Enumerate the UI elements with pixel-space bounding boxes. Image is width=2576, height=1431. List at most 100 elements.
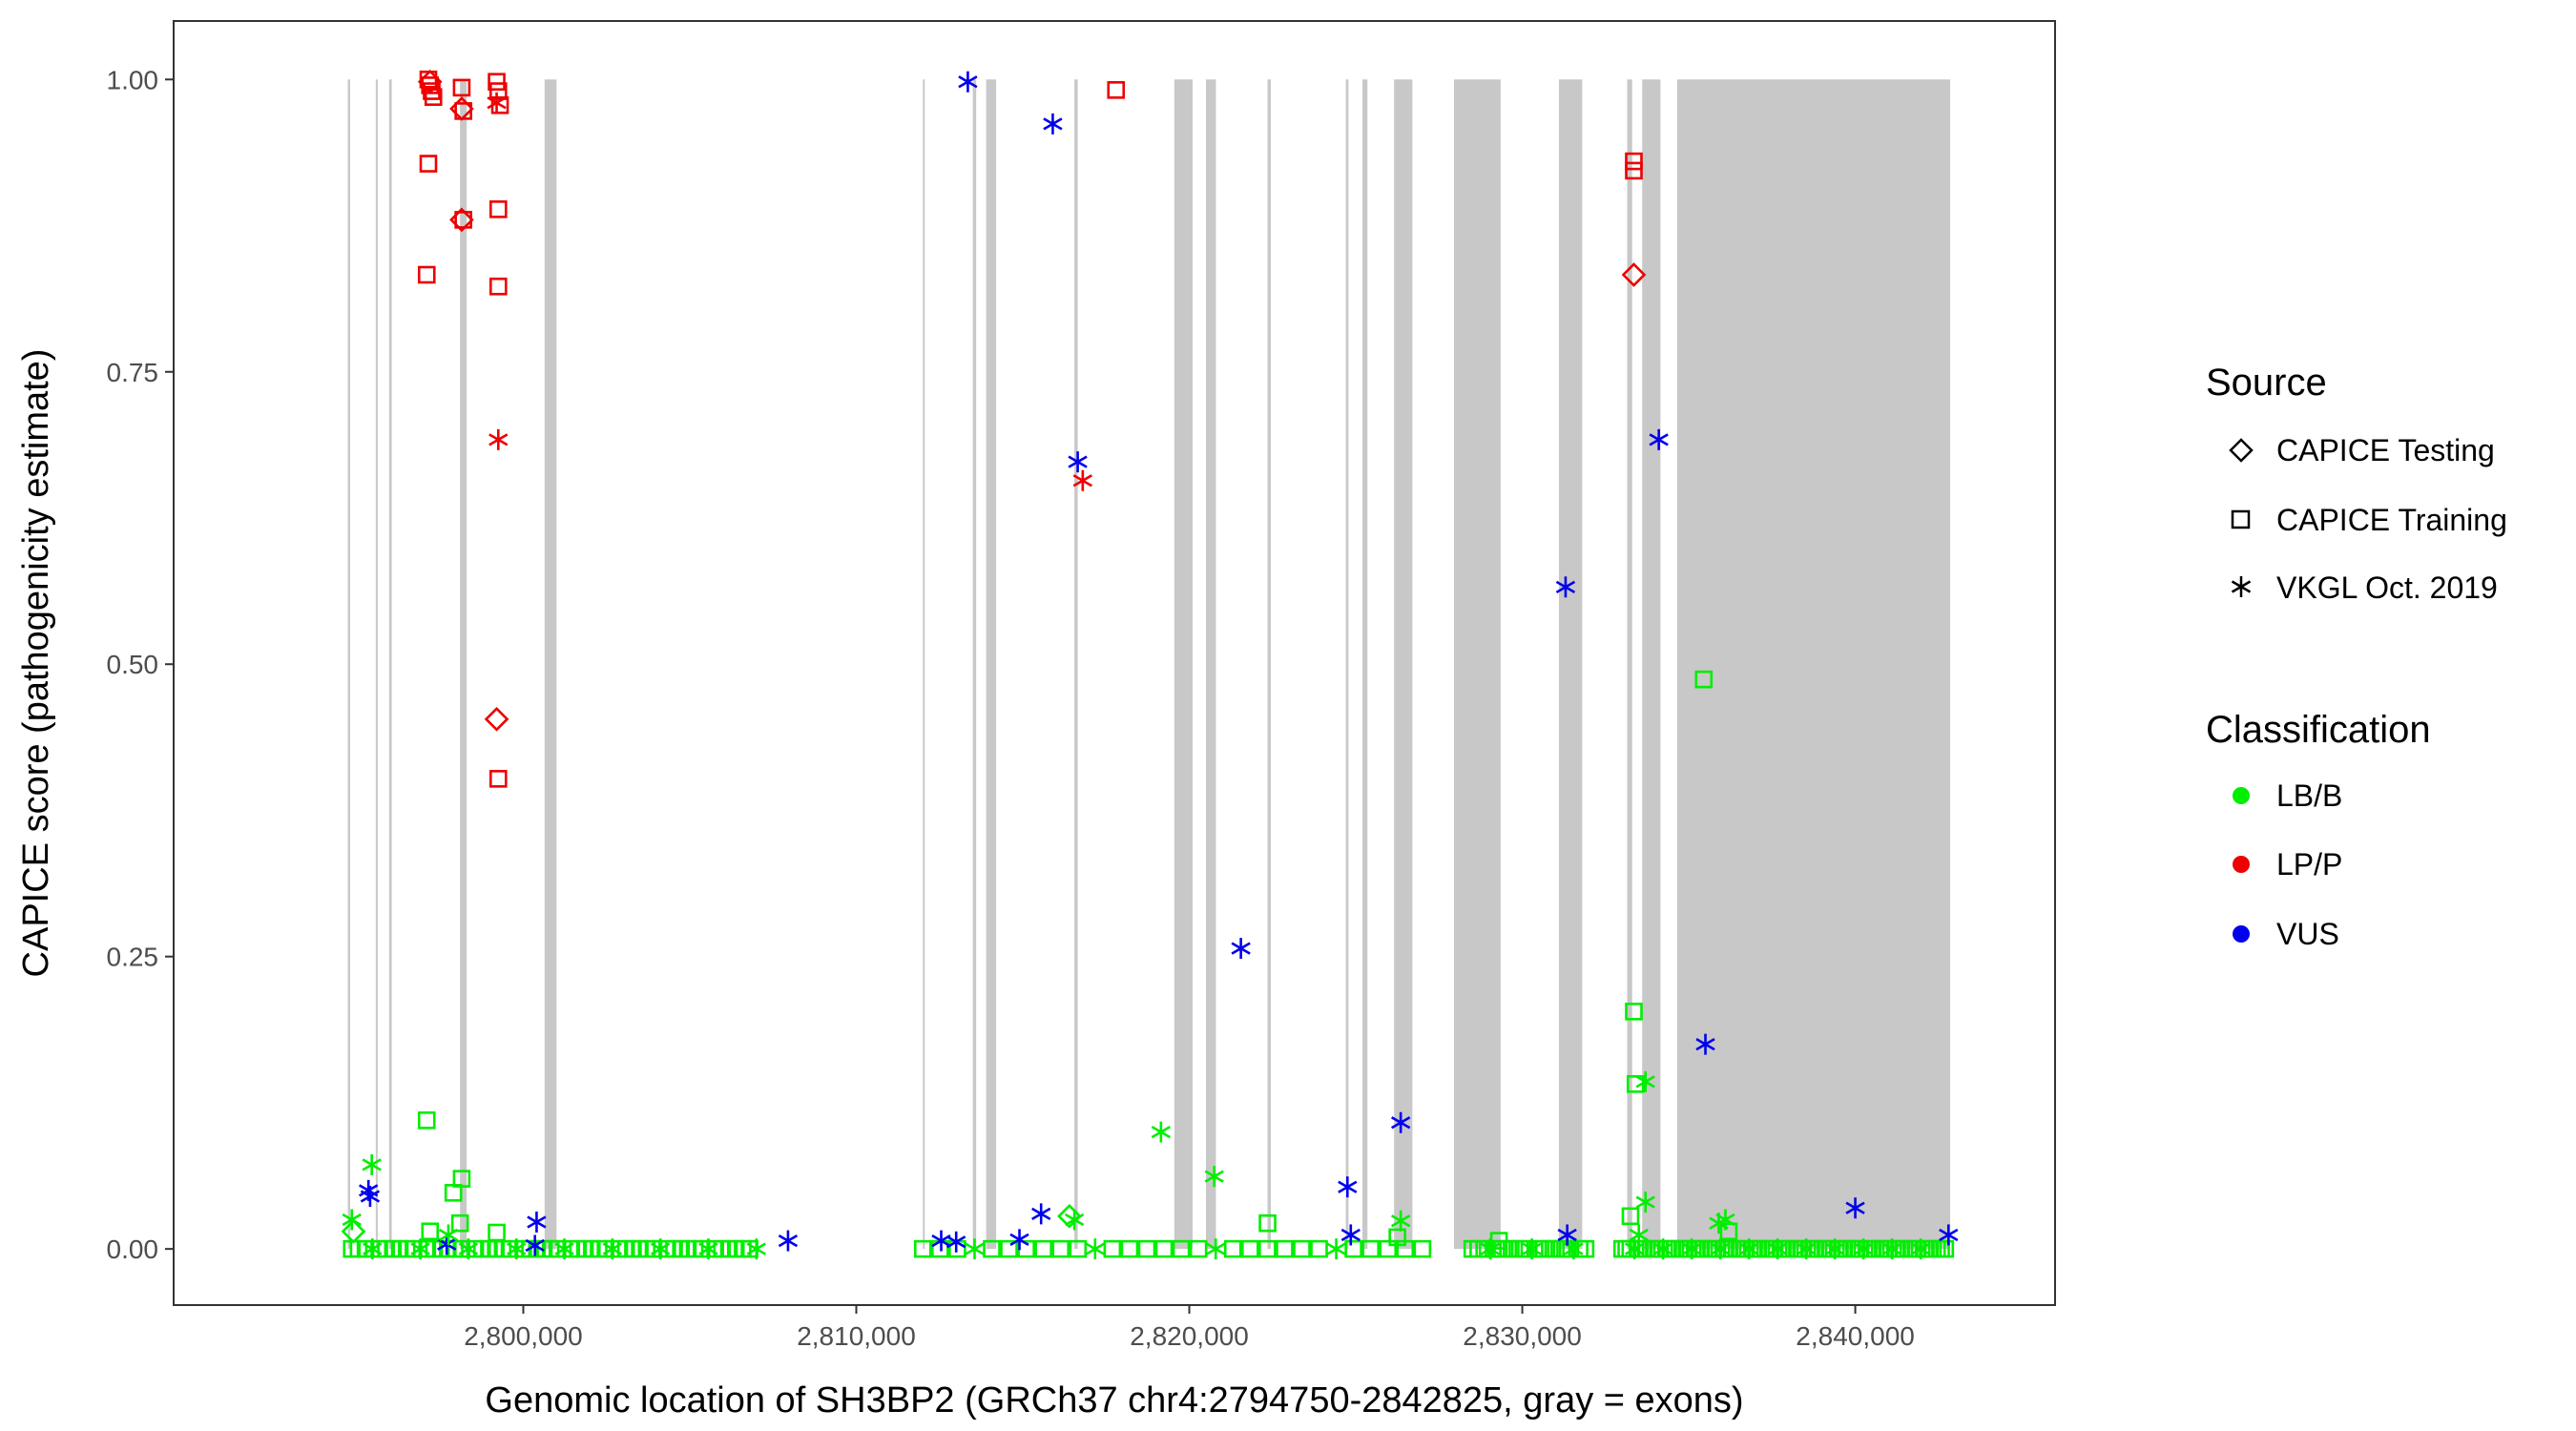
baseline-points (343, 1238, 1955, 1260)
asterisk-marker (1340, 1224, 1361, 1246)
asterisk-marker (1064, 1209, 1085, 1231)
asterisk-marker (1629, 1224, 1649, 1246)
square-marker (1379, 1239, 1398, 1258)
square-marker (1625, 152, 1643, 171)
asterisk-marker (1043, 113, 1063, 135)
square-marker (1137, 1239, 1156, 1258)
square-marker (1258, 1213, 1277, 1233)
asterisk-marker (778, 1230, 799, 1252)
asterisk-marker (1068, 451, 1088, 473)
exon-band (1074, 79, 1078, 1250)
square-marker (1625, 1003, 1643, 1021)
square-marker (1103, 1239, 1122, 1258)
exon-bands (347, 79, 1951, 1250)
asterisk-marker (1555, 576, 1576, 598)
y-axis: 0.00 0.25 0.50 0.75 1.00 (107, 65, 174, 1264)
data-points (341, 69, 1959, 1256)
square-icon (2231, 509, 2251, 529)
square-marker (490, 95, 509, 114)
square-marker (444, 1184, 463, 1202)
legend-item-capice-training: CAPICE Training (2231, 503, 2507, 537)
asterisk-marker (946, 1231, 966, 1253)
asterisk-marker (342, 1209, 362, 1231)
asterisk-marker (1557, 1224, 1577, 1246)
square-marker (1276, 1239, 1294, 1258)
square-marker (1034, 1239, 1052, 1258)
square-marker (1241, 1239, 1259, 1258)
square-marker (488, 73, 506, 92)
diamond-marker (341, 1218, 366, 1244)
asterisk-marker (1939, 1224, 1959, 1246)
asterisk-marker (1391, 1210, 1411, 1232)
y-tick-label: 0.00 (107, 1234, 159, 1264)
square-marker (1694, 670, 1714, 689)
square-marker (1388, 1228, 1406, 1247)
square-marker (423, 82, 441, 100)
square-marker (1576, 1239, 1595, 1258)
square-marker (1361, 1239, 1380, 1258)
x-tick-label: 2,800,000 (464, 1321, 583, 1351)
square-marker (489, 277, 508, 296)
x-axis: 2,800,000 2,810,000 2,820,000 2,830,000 2,84… (464, 1305, 1915, 1351)
diamond-marker (484, 707, 509, 732)
exon-band (347, 79, 350, 1250)
square-marker (1223, 1239, 1242, 1258)
legend-label-capice-testing: CAPICE Testing (2276, 433, 2495, 467)
square-marker (1625, 161, 1643, 180)
legend-item-vkgl: VKGL Oct. 2019 (2231, 570, 2498, 605)
legend-label-capice-training: CAPICE Training (2276, 503, 2507, 537)
asterisk-marker (1231, 938, 1251, 960)
square-marker (1310, 1239, 1328, 1258)
asterisk-marker (1031, 1203, 1051, 1225)
x-tick-label: 2,840,000 (1796, 1321, 1915, 1351)
square-marker (1000, 1239, 1018, 1258)
asterisk-marker (488, 428, 509, 450)
exon-band (460, 79, 467, 1250)
x-tick-label: 2,810,000 (797, 1321, 916, 1351)
y-axis-title: CAPICE score (pathogenicity estimate) (16, 349, 56, 978)
asterisk-marker (1206, 1238, 1226, 1260)
square-marker (983, 1239, 1001, 1258)
exon-band (972, 79, 977, 1250)
asterisk-marker (1649, 428, 1669, 450)
asterisk-marker (1695, 1033, 1715, 1055)
y-tick-label: 0.50 (107, 650, 159, 679)
asterisk-marker (1338, 1176, 1358, 1198)
asterisk-marker (1391, 1111, 1411, 1133)
x-tick-label: 2,820,000 (1130, 1321, 1249, 1351)
exon-band (1174, 79, 1194, 1250)
square-marker (1936, 1239, 1955, 1258)
square-marker (452, 78, 471, 97)
legend-item-vus: VUS (2233, 917, 2339, 951)
exon-band (986, 79, 997, 1250)
legend: Source CAPICE Testing CAPICE Training VK… (2206, 362, 2507, 951)
exon-band (1394, 79, 1413, 1250)
legend-item-lpp: LP/P (2233, 847, 2342, 881)
asterisk-marker (1085, 1238, 1105, 1260)
plot-panel-border (173, 20, 2056, 1306)
square-marker (1258, 1239, 1277, 1258)
asterisk-marker (1326, 1238, 1346, 1260)
legend-classification-title: Classification (2206, 709, 2431, 751)
asterisk-marker (1151, 1121, 1172, 1143)
square-marker (450, 1213, 469, 1233)
diamond-marker (1057, 1203, 1082, 1229)
square-marker (489, 200, 508, 218)
square-marker (1344, 1239, 1362, 1258)
exon-band (1454, 79, 1501, 1250)
exon-band (375, 79, 378, 1250)
red-dot-icon (2233, 856, 2250, 873)
asterisk-marker (525, 1234, 545, 1256)
square-marker (1154, 1239, 1174, 1258)
square-marker (1051, 1239, 1070, 1258)
square-marker (1189, 1239, 1208, 1258)
y-tick-label: 1.00 (107, 65, 159, 94)
asterisk-marker (1635, 1070, 1655, 1092)
square-marker (1293, 1239, 1311, 1258)
square-marker (421, 1222, 440, 1241)
square-marker (1120, 1239, 1139, 1258)
diamond-marker (417, 69, 443, 94)
square-marker (1489, 1232, 1508, 1250)
square-marker (1719, 1222, 1738, 1241)
